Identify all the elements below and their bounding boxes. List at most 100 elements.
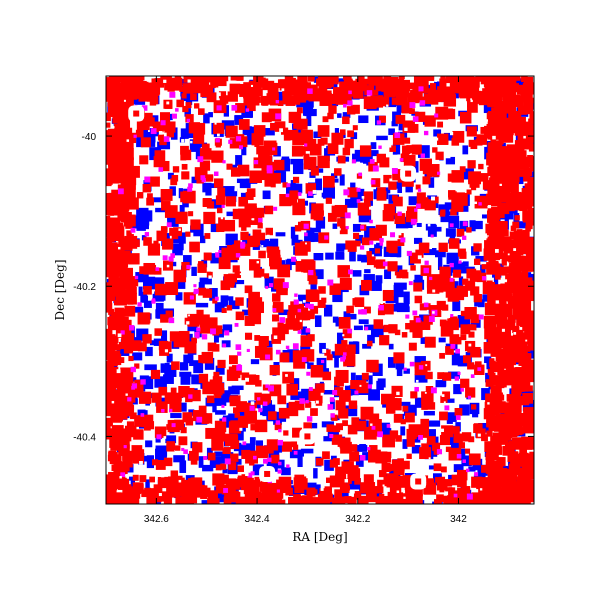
blue-marker — [481, 214, 487, 219]
red-marker — [324, 493, 333, 503]
red-marker — [202, 82, 210, 89]
red-marker — [308, 497, 319, 504]
magenta-marker — [470, 374, 475, 378]
magenta-marker — [218, 250, 222, 254]
red-marker — [511, 341, 521, 351]
red-marker — [181, 163, 188, 170]
blue-marker — [201, 259, 208, 268]
red-marker — [207, 342, 217, 352]
red-marker — [300, 335, 313, 347]
red-marker — [218, 217, 225, 225]
red-marker — [322, 116, 329, 123]
blue-marker — [336, 332, 344, 345]
white-gap — [446, 83, 450, 87]
blue-marker — [136, 207, 149, 220]
red-marker — [355, 493, 362, 500]
red-marker — [212, 298, 218, 304]
magenta-marker — [377, 431, 384, 438]
white-gap — [166, 101, 170, 105]
red-marker — [496, 457, 506, 467]
blue-marker — [228, 413, 239, 419]
red-marker — [491, 84, 499, 92]
red-marker — [369, 445, 378, 454]
white-gap — [312, 189, 317, 194]
red-marker — [192, 442, 203, 453]
red-marker — [272, 293, 281, 302]
red-marker — [135, 129, 144, 138]
red-marker — [197, 261, 204, 267]
red-marker — [134, 363, 140, 369]
red-marker — [361, 372, 369, 380]
red-marker — [119, 440, 126, 447]
red-marker — [111, 451, 118, 459]
red-marker — [350, 104, 360, 114]
magenta-marker — [423, 267, 429, 274]
red-marker — [106, 428, 115, 438]
red-marker — [182, 105, 189, 113]
red-marker — [154, 495, 162, 503]
red-marker — [136, 192, 144, 199]
red-marker — [257, 223, 263, 229]
red-marker — [339, 390, 351, 402]
red-marker — [108, 274, 119, 286]
red-marker — [509, 409, 515, 415]
white-gap — [342, 334, 345, 337]
red-marker — [138, 391, 152, 404]
blue-marker — [260, 411, 273, 416]
red-marker — [163, 457, 173, 467]
magenta-marker — [137, 302, 142, 307]
red-marker — [107, 105, 120, 117]
white-gap — [285, 374, 288, 377]
red-marker — [491, 96, 503, 108]
magenta-marker — [449, 277, 454, 282]
blue-marker — [290, 158, 304, 165]
red-marker — [111, 93, 119, 100]
red-marker — [297, 206, 306, 215]
red-marker — [318, 232, 330, 244]
red-marker — [296, 118, 308, 130]
white-gap — [396, 391, 400, 396]
red-marker — [522, 494, 531, 503]
red-marker — [519, 307, 531, 319]
red-marker — [130, 412, 137, 420]
red-marker — [254, 335, 261, 341]
magenta-marker — [412, 116, 419, 122]
blue-marker — [458, 267, 467, 274]
red-marker — [392, 169, 404, 181]
magenta-marker — [379, 238, 384, 243]
white-gap — [269, 203, 271, 206]
magenta-marker — [308, 191, 313, 196]
magenta-marker — [347, 328, 353, 334]
red-marker — [456, 228, 465, 237]
red-marker — [444, 479, 452, 487]
magenta-marker — [460, 388, 464, 392]
red-marker — [358, 495, 369, 504]
red-marker — [191, 337, 197, 344]
red-marker — [527, 493, 534, 500]
red-marker — [494, 232, 502, 240]
blue-marker — [131, 377, 137, 382]
red-marker — [287, 129, 299, 141]
mask-hole-center — [133, 110, 140, 117]
blue-marker — [145, 479, 150, 491]
magenta-marker — [234, 322, 239, 327]
magenta-marker — [379, 242, 384, 246]
red-marker — [247, 206, 257, 216]
red-marker — [124, 282, 133, 290]
red-marker — [326, 424, 334, 432]
magenta-marker — [123, 445, 127, 449]
red-marker — [276, 283, 288, 296]
blue-marker — [339, 174, 345, 186]
magenta-marker — [200, 175, 206, 180]
red-marker — [388, 395, 395, 403]
red-marker — [317, 299, 326, 308]
blue-marker — [137, 455, 151, 462]
red-marker — [310, 408, 318, 416]
magenta-marker — [249, 405, 255, 411]
red-marker — [175, 445, 181, 451]
red-marker — [514, 485, 522, 493]
red-marker — [497, 469, 510, 482]
red-marker — [106, 334, 116, 347]
magenta-marker — [117, 188, 124, 195]
white-gap — [239, 273, 242, 276]
